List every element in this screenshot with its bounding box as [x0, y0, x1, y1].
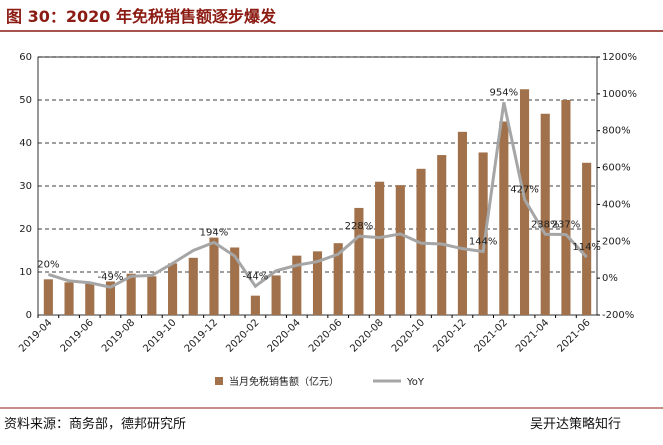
source: 资料来源：商务部，德邦研究所	[4, 416, 186, 432]
bar	[188, 257, 198, 315]
legend-label: YoY	[406, 377, 425, 388]
bar	[43, 279, 53, 315]
bar	[561, 100, 571, 315]
y2-tick-label: 1200%	[602, 52, 637, 63]
y2-tick-label: 1000%	[602, 89, 637, 100]
bar	[126, 273, 136, 315]
data-label: 954%	[490, 87, 519, 98]
x-tick-label: 2019-10	[141, 317, 178, 354]
bar	[582, 162, 592, 315]
y2-tick-label: 400%	[602, 199, 631, 210]
legend-label: 当月免税销售额（亿元）	[229, 375, 339, 388]
bar	[209, 237, 219, 315]
bar	[147, 276, 157, 315]
bar	[168, 263, 178, 315]
x-tick-label: 2020-04	[266, 317, 303, 354]
data-label: -44%	[242, 271, 268, 282]
bar	[271, 275, 281, 315]
data-label: 194%	[200, 227, 229, 238]
bar	[395, 185, 405, 315]
bar	[540, 113, 550, 315]
data-label: 114%	[572, 242, 601, 253]
bar	[250, 295, 260, 315]
data-label: -49%	[98, 272, 124, 283]
y2-tick-label: 200%	[602, 236, 631, 247]
bar	[375, 181, 385, 315]
bar	[333, 243, 343, 315]
data-label: 238%	[531, 219, 560, 230]
bar	[354, 207, 364, 315]
x-tick-label: 2021-06	[555, 317, 592, 354]
legend-swatch	[215, 377, 223, 385]
x-tick-label: 2019-08	[100, 317, 137, 354]
bar	[230, 247, 240, 315]
line	[47, 102, 588, 289]
bar	[457, 131, 467, 315]
bar	[312, 251, 323, 315]
bar	[64, 282, 74, 315]
y2-tick-label: 0%	[602, 273, 618, 284]
y-tick-label: 60	[19, 52, 32, 63]
x-tick-label: 2020-02	[224, 317, 261, 354]
x-tick-label: 2020-12	[431, 317, 468, 354]
x-tick-label: 2019-06	[59, 317, 96, 354]
bar	[292, 255, 302, 315]
y-tick-label: 0	[26, 310, 32, 321]
y-tick-label: 20	[19, 224, 32, 235]
x-tick-label: 2020-08	[348, 317, 385, 354]
y2-tick-label: 600%	[602, 163, 631, 174]
x-tick-label: 2021-02	[473, 317, 510, 354]
data-label: 427%	[510, 184, 539, 195]
y-tick-label: 30	[19, 181, 32, 192]
bar	[85, 283, 95, 315]
x-tick-label: 2021-04	[514, 317, 551, 354]
data-label: 144%	[469, 237, 498, 248]
x-tick-label: 2019-12	[183, 317, 220, 354]
y2-tick-label: 800%	[602, 126, 631, 137]
data-label: 228%	[345, 221, 374, 232]
bar	[478, 152, 488, 315]
bar	[105, 281, 116, 315]
data-label: 237%	[552, 219, 581, 230]
y-tick-label: 40	[19, 138, 32, 149]
x-tick-label: 2020-06	[307, 317, 344, 354]
x-tick-label: 2019-04	[17, 317, 54, 354]
bar	[499, 121, 509, 315]
data-label: 20%	[37, 259, 59, 270]
y2-tick-label: -200%	[602, 310, 634, 321]
bar	[437, 155, 447, 315]
x-tick-label: 2020-10	[390, 317, 427, 354]
chart-title: 图 30：2020 年免税销售额逐步爆发	[6, 7, 277, 26]
watermark: 吴开达策略知行	[530, 416, 621, 432]
y-tick-label: 10	[19, 267, 32, 278]
y-tick-label: 50	[19, 95, 32, 106]
